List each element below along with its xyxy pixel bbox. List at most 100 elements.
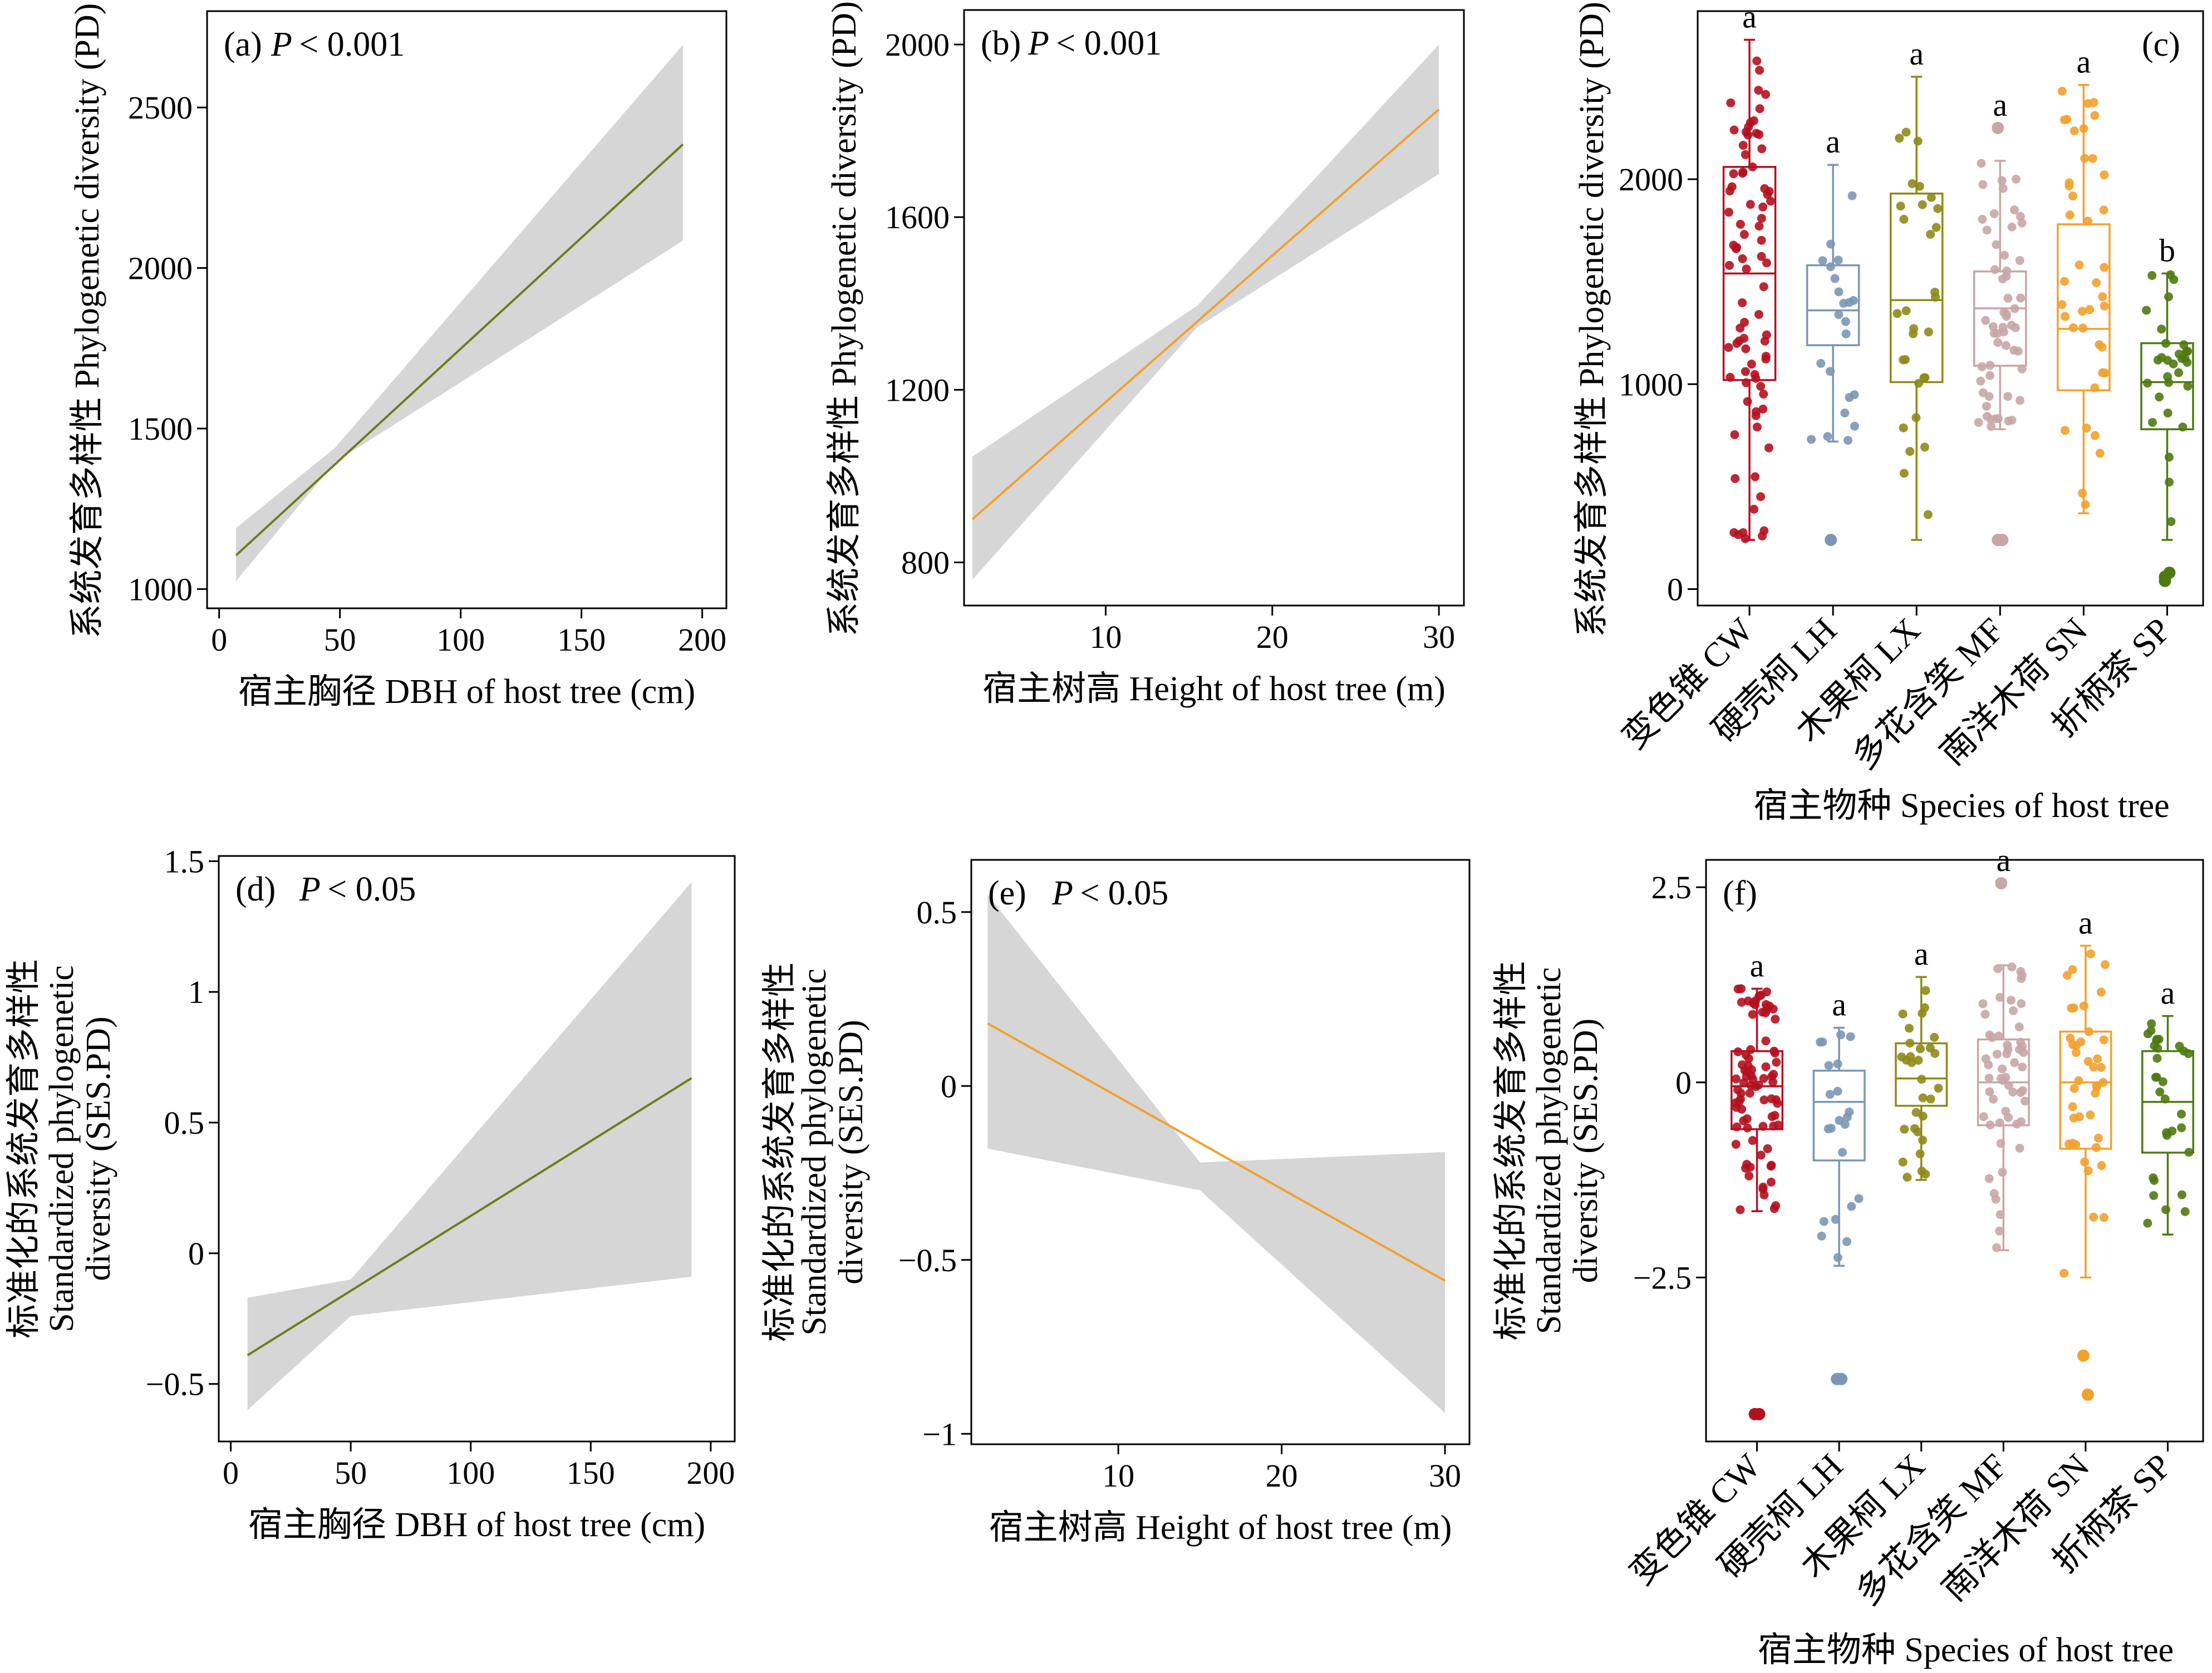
data-point <box>2008 1088 2018 1097</box>
data-point <box>2160 1094 2170 1104</box>
data-point <box>1905 1039 1915 1048</box>
data-point <box>2161 338 2171 348</box>
data-point <box>1757 144 1767 154</box>
confidence-band <box>987 894 1445 1413</box>
significance-letter: b <box>2159 232 2175 268</box>
y-tick-label: 1000 <box>1619 366 1683 402</box>
data-point <box>1756 382 1766 391</box>
data-point <box>2064 181 2074 190</box>
p-value-annotation: P < 0.05 <box>1051 874 1168 912</box>
data-point <box>1724 208 1733 217</box>
data-point <box>2152 1054 2162 1063</box>
data-point <box>1925 1044 1935 1053</box>
data-point <box>1732 244 1741 253</box>
data-point <box>1727 182 1737 191</box>
p-value-annotation: P < 0.05 <box>299 870 416 908</box>
data-point <box>1982 225 1992 235</box>
data-point <box>2098 1077 2108 1087</box>
data-point <box>2179 340 2189 350</box>
y-tick-label: 1600 <box>885 199 950 235</box>
data-point <box>1839 299 1849 308</box>
data-point <box>2100 263 2109 272</box>
data-point <box>1742 1159 1752 1169</box>
data-point <box>1823 432 1832 441</box>
y-axis-label: 系统发育多样性 Phylogenetic diversity (PD) <box>1573 2 1611 637</box>
data-point <box>2096 1062 2106 1072</box>
y-tick-label: −1 <box>922 1416 957 1452</box>
data-point <box>2018 1042 2027 1051</box>
panel-label: (e) <box>988 874 1026 912</box>
data-point <box>1904 1024 1914 1033</box>
data-point <box>1918 1093 1928 1103</box>
data-point <box>1754 222 1764 231</box>
data-point <box>2088 154 2097 163</box>
data-point <box>1934 1084 1943 1093</box>
y-tick-label: 0 <box>1667 572 1683 608</box>
x-tick-label: 150 <box>557 622 606 658</box>
x-tick-label: 150 <box>567 1455 615 1491</box>
data-point <box>1763 190 1772 199</box>
data-point <box>1743 130 1753 140</box>
box-iqr <box>1973 270 2027 367</box>
box-iqr <box>2057 223 2111 392</box>
data-point <box>1840 409 1850 418</box>
data-point <box>1763 1144 1772 1153</box>
y-tick-label: 800 <box>901 544 950 580</box>
data-point <box>1818 256 1827 265</box>
x-tick-label: 200 <box>678 622 726 658</box>
data-point <box>1854 1194 1864 1203</box>
data-point <box>1893 309 1902 318</box>
data-point <box>1754 1080 1763 1090</box>
x-tick-label: 100 <box>446 1455 495 1491</box>
data-point <box>1749 504 1759 514</box>
data-point <box>2163 409 2172 418</box>
y-tick-label: 1000 <box>128 571 193 607</box>
y-tick-label: 2.5 <box>1651 869 1692 906</box>
data-point <box>1996 1139 2005 1148</box>
confidence-band <box>236 45 683 581</box>
data-point <box>1825 1090 1835 1099</box>
data-point <box>1831 1214 1840 1224</box>
data-point <box>1741 344 1751 353</box>
outlier-point <box>1835 1372 1848 1385</box>
data-point <box>1768 1004 1778 1013</box>
significance-letter: a <box>1832 987 1846 1023</box>
data-point <box>1748 1136 1757 1145</box>
panel-label: (b) <box>981 24 1021 62</box>
data-point <box>1845 1107 1854 1116</box>
panel-d: −0.5 0 0.5 1 1.5 0 50 100 150 200 (d) P < 0.05 宿主胸径 … <box>5 843 736 1544</box>
data-point <box>1985 1087 1994 1096</box>
data-point <box>1752 56 1762 66</box>
data-point <box>2165 478 2174 487</box>
data-point <box>2084 1027 2093 1036</box>
significance-letter: a <box>2077 44 2091 80</box>
data-point <box>1766 196 1775 206</box>
data-point <box>1974 418 1983 427</box>
data-point <box>1915 1149 1925 1159</box>
data-point <box>2065 210 2075 220</box>
data-point <box>1899 423 1908 432</box>
data-point <box>1841 329 1851 338</box>
data-point <box>1833 1253 1842 1262</box>
y-axis-label-line: Standardized phylogenetic <box>795 968 833 1335</box>
data-point <box>1977 159 1986 168</box>
data-point <box>1977 362 1987 371</box>
data-point <box>1807 435 1816 444</box>
y-tick-label: 2000 <box>128 250 193 287</box>
data-point <box>2006 996 2016 1005</box>
data-point <box>1759 526 1769 535</box>
x-axis-label: 宿主物种 Species of host tree <box>1758 1631 2174 1669</box>
data-point <box>2092 1082 2101 1091</box>
data-point <box>1748 162 1757 171</box>
data-point <box>1834 310 1844 319</box>
data-point <box>1731 474 1740 483</box>
box-group: a <box>2141 975 2195 1236</box>
data-point <box>1909 329 1918 338</box>
data-point <box>2016 293 2026 303</box>
box-group: a <box>1722 0 1777 543</box>
data-point <box>2060 312 2070 321</box>
box-iqr <box>1895 1042 1948 1107</box>
p-value-annotation: P < 0.001 <box>271 26 405 63</box>
data-point <box>1981 316 1990 325</box>
